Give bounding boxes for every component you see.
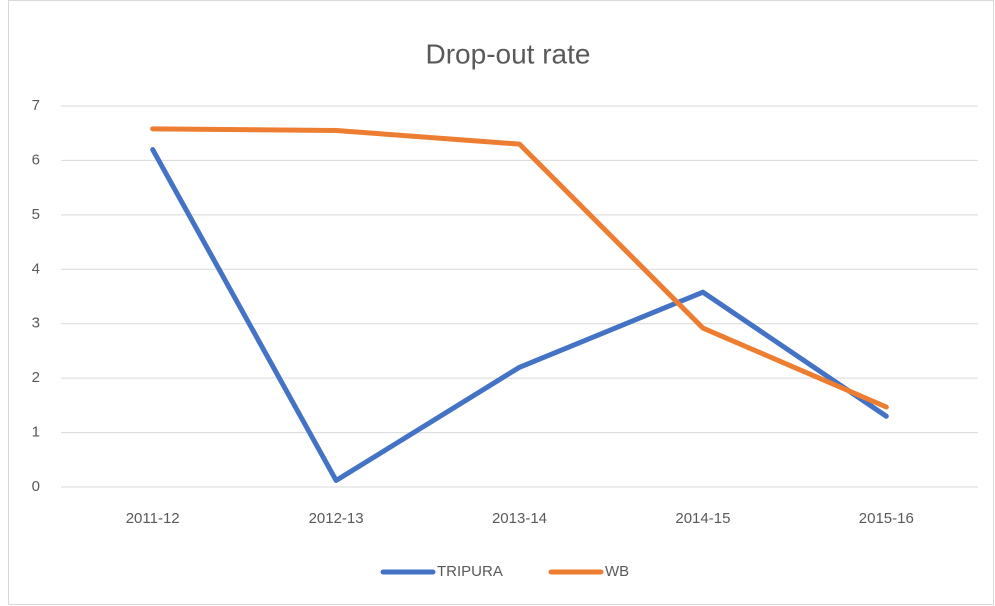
x-tick-label: 2014-15 bbox=[675, 510, 730, 527]
legend-label: TRIPURA bbox=[437, 563, 503, 580]
legend-label: WB bbox=[605, 563, 629, 580]
y-tick-label: 5 bbox=[32, 206, 40, 223]
x-tick-label: 2012-13 bbox=[309, 510, 364, 527]
x-tick-label: 2013-14 bbox=[492, 510, 547, 527]
chart-title: Drop-out rate bbox=[426, 38, 591, 69]
chart-border bbox=[8, 0, 994, 605]
data-line bbox=[150, 126, 889, 410]
data-line bbox=[150, 147, 889, 483]
y-tick-label: 6 bbox=[32, 151, 40, 168]
x-tick-label: 2011-12 bbox=[126, 510, 180, 527]
y-tick-label: 3 bbox=[32, 315, 40, 332]
y-tick-label: 0 bbox=[32, 478, 40, 495]
y-tick-label: 2 bbox=[32, 369, 40, 386]
y-tick-label: 4 bbox=[32, 260, 40, 277]
y-tick-label: 7 bbox=[32, 97, 40, 114]
y-tick-label: 1 bbox=[32, 424, 40, 441]
x-tick-label: 2015-16 bbox=[859, 510, 914, 527]
